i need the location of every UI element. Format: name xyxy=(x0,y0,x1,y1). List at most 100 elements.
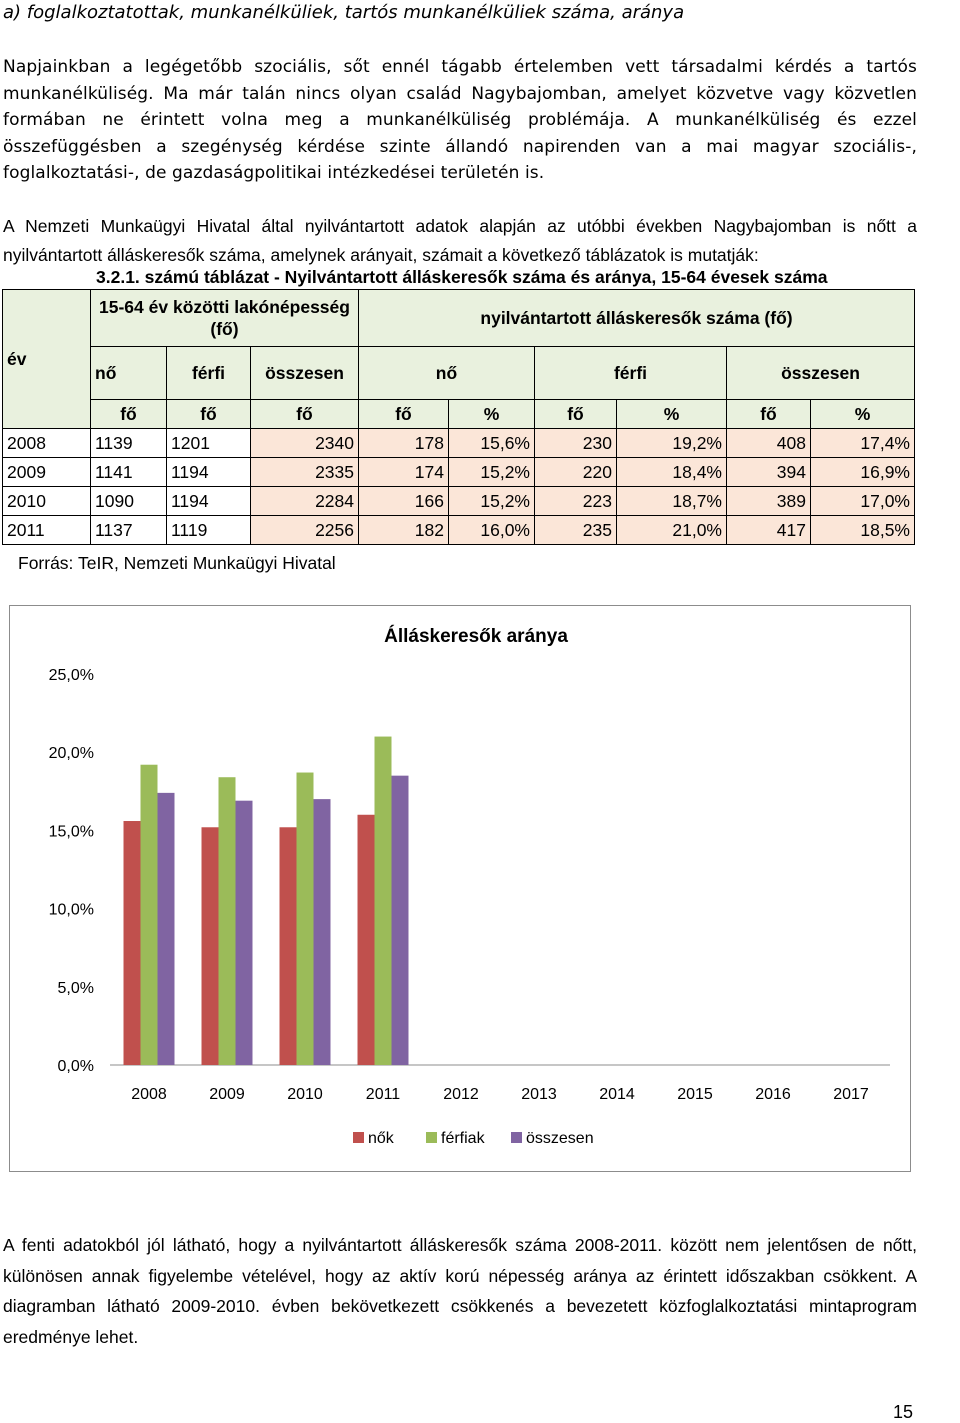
unit-header: % xyxy=(810,399,915,429)
x-tick-label: 2013 xyxy=(521,1086,557,1103)
value-cell: 15,6% xyxy=(448,428,535,458)
y-tick-label: 5,0% xyxy=(58,980,94,997)
value-cell: 16,9% xyxy=(810,457,915,487)
population-total-header: összesen xyxy=(250,346,359,400)
year-cell: 2009 xyxy=(2,457,91,487)
table-source: Forrás: TeIR, Nemzeti Munkaügyi Hivatal xyxy=(18,553,336,573)
jobseekers-table: év 15-64 év közötti lakónépesség (fő) ny… xyxy=(2,289,915,545)
y-tick-label: 25,0% xyxy=(49,667,94,684)
value-cell: 235 xyxy=(534,515,617,545)
bar-nők xyxy=(279,827,297,1065)
value-cell: 17,0% xyxy=(810,486,915,516)
legend-swatch xyxy=(426,1132,437,1143)
registered-female-header: nő xyxy=(358,346,535,400)
bar-nők xyxy=(201,827,219,1065)
unit-header: fő xyxy=(250,399,359,429)
legend-label: férfiak xyxy=(441,1130,486,1147)
bar-férfiak xyxy=(218,777,236,1065)
registered-total-header: összesen xyxy=(726,346,915,400)
section-title: a) foglalkoztatottak, munkanélküliek, ta… xyxy=(3,2,685,23)
chart-title: Álláskeresők aránya xyxy=(384,625,568,647)
population-cell: 1141 xyxy=(90,457,167,487)
bar-összesen xyxy=(391,775,409,1065)
x-tick-label: 2010 xyxy=(287,1086,323,1103)
value-cell: 15,2% xyxy=(448,486,535,516)
x-tick-label: 2008 xyxy=(131,1086,167,1103)
value-cell: 2340 xyxy=(250,428,359,458)
population-cell: 1139 xyxy=(90,428,167,458)
legend-label: összesen xyxy=(526,1130,594,1147)
value-cell: 17,4% xyxy=(810,428,915,458)
population-group-header: 15-64 év közötti lakónépesség (fő) xyxy=(90,289,359,347)
y-tick-label: 15,0% xyxy=(49,823,94,840)
y-tick-label: 10,0% xyxy=(49,902,94,919)
legend-swatch xyxy=(511,1132,522,1143)
year-cell: 2008 xyxy=(2,428,91,458)
value-cell: 223 xyxy=(534,486,617,516)
x-tick-label: 2014 xyxy=(599,1086,635,1103)
conclusion-paragraph: A fenti adatokból jól látható, hogy a ny… xyxy=(3,1235,917,1347)
registered-group-header: nyilvántartott álláskeresők száma (fő) xyxy=(358,289,915,347)
value-cell: 19,2% xyxy=(616,428,727,458)
bar-férfiak xyxy=(296,772,314,1065)
chart-frame: Álláskeresők aránya 0,0% 5,0% 10,0% 15,0% 20,… xyxy=(9,605,911,1172)
population-cell: 1090 xyxy=(90,486,167,516)
population-cell: 1201 xyxy=(166,428,251,458)
bar-férfiak xyxy=(140,764,158,1065)
value-cell: 182 xyxy=(358,515,449,545)
bar-összesen xyxy=(313,799,331,1065)
population-male-header: férfi xyxy=(166,346,251,400)
value-cell: 417 xyxy=(726,515,811,545)
table-row: 2011 1137 1119 2256 182 16,0% 235 21,0% 417 18,5% xyxy=(2,515,915,545)
unit-header: fő xyxy=(726,399,811,429)
table-body: 2008 1139 1201 2340 178 15,6% 230 19,2% 408 17,4%… xyxy=(2,428,915,545)
value-cell: 394 xyxy=(726,457,811,487)
year-cell: 2010 xyxy=(2,486,91,516)
unit-header: % xyxy=(616,399,727,429)
x-tick-label: 2015 xyxy=(677,1086,713,1103)
x-tick-label: 2011 xyxy=(366,1086,401,1103)
value-cell: 174 xyxy=(358,457,449,487)
value-cell: 18,4% xyxy=(616,457,727,487)
legend-label: nők xyxy=(368,1130,395,1147)
table-row: 2010 1090 1194 2284 166 15,2% 223 18,7% 389 17,0% xyxy=(2,486,915,516)
value-cell: 18,5% xyxy=(810,515,915,545)
population-cell: 1194 xyxy=(166,486,251,516)
value-cell: 2256 xyxy=(250,515,359,545)
unit-header: fő xyxy=(166,399,251,429)
x-tick-label: 2009 xyxy=(209,1086,245,1103)
value-cell: 220 xyxy=(534,457,617,487)
unit-header: fő xyxy=(90,399,167,429)
value-cell: 15,2% xyxy=(448,457,535,487)
legend-swatch xyxy=(353,1132,364,1143)
year-cell: 2011 xyxy=(2,515,91,545)
data-intro-paragraph: A Nemzeti Munkaügyi Hivatal által nyilvá… xyxy=(3,216,917,265)
bar-összesen xyxy=(157,792,175,1065)
x-tick-label: 2017 xyxy=(833,1086,869,1103)
value-cell: 230 xyxy=(534,428,617,458)
bar-összesen xyxy=(235,800,253,1065)
intro-paragraph: Napjainkban a legégetőbb szociális, sőt … xyxy=(3,57,917,183)
x-tick-label: 2012 xyxy=(443,1086,479,1103)
value-cell: 21,0% xyxy=(616,515,727,545)
y-tick-label: 0,0% xyxy=(58,1058,94,1075)
x-tick-label: 2016 xyxy=(755,1086,791,1103)
bar-nők xyxy=(357,814,375,1065)
unit-header: % xyxy=(448,399,535,429)
page-number: 15 xyxy=(893,1402,914,1422)
registered-male-header: férfi xyxy=(534,346,727,400)
table-row: 2008 1139 1201 2340 178 15,6% 230 19,2% 408 17,4% xyxy=(2,428,915,458)
bar-nők xyxy=(123,821,141,1065)
y-tick-label: 20,0% xyxy=(49,745,94,762)
population-female-header: nő xyxy=(90,346,167,400)
population-cell: 1119 xyxy=(166,515,251,545)
value-cell: 18,7% xyxy=(616,486,727,516)
value-cell: 16,0% xyxy=(448,515,535,545)
population-cell: 1194 xyxy=(166,457,251,487)
value-cell: 2335 xyxy=(250,457,359,487)
value-cell: 178 xyxy=(358,428,449,458)
table-row: 2009 1141 1194 2335 174 15,2% 220 18,4% 394 16,9% xyxy=(2,457,915,487)
value-cell: 408 xyxy=(726,428,811,458)
jobseeker-ratio-chart: Álláskeresők aránya 0,0% 5,0% 10,0% 15,0% 20,… xyxy=(49,625,890,1147)
